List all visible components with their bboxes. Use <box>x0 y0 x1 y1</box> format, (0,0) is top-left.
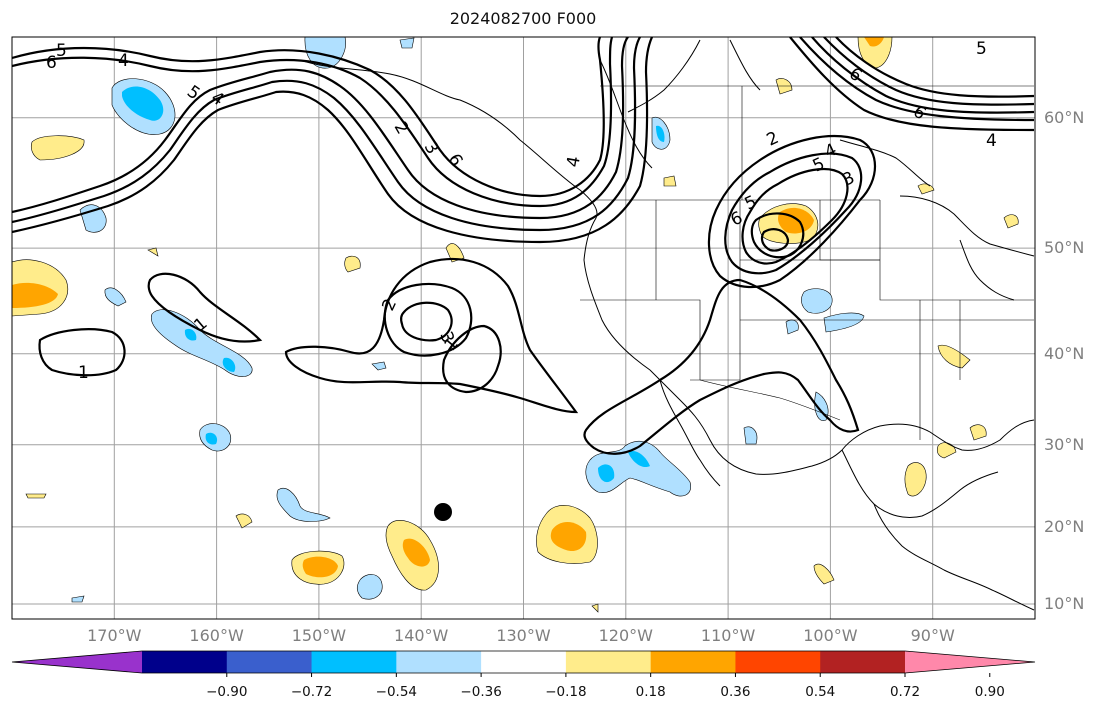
contour-label: 3 <box>840 168 858 191</box>
colorbar-segment <box>396 651 482 673</box>
yellow-area-mex <box>813 563 835 585</box>
political-borders <box>580 85 1034 440</box>
orange-area-south <box>402 538 430 567</box>
blue-area-w2 <box>104 287 127 307</box>
blue-area-plains <box>801 288 833 314</box>
contour-label: 5 <box>810 154 828 177</box>
colorbar-tick-label: −0.72 <box>290 684 333 700</box>
lat-tick-label: 40°N <box>1044 343 1085 363</box>
gridlines <box>12 37 1035 619</box>
contour-label: 6 <box>728 208 746 231</box>
colorbar <box>11 650 1036 677</box>
yellow-area-small-1 <box>344 255 361 273</box>
yellow-area-se2 <box>936 442 957 459</box>
lon-tick-label: 150°W <box>291 626 347 645</box>
map-title: 2024082700 F000 <box>449 9 597 28</box>
lat-tick-label: 10°N <box>1044 593 1085 613</box>
yellow-area-small-2 <box>235 513 253 529</box>
lon-tick-label: 110°W <box>700 626 756 645</box>
contour-label: 4 <box>822 140 840 163</box>
shaded-areas <box>12 37 1019 613</box>
lat-tick-label: 20°N <box>1044 516 1085 536</box>
colorbar-tick-label: 0.72 <box>889 684 921 700</box>
contour-label: 2 <box>764 128 782 151</box>
yellow-area-se3 <box>969 424 987 441</box>
yellow-area-ca <box>445 243 465 263</box>
lon-tick-label: 100°W <box>803 626 858 645</box>
yellow-area-small-9 <box>663 175 677 187</box>
colorbar-segment <box>142 651 228 673</box>
blue-area-alaska-core <box>122 86 164 121</box>
colorbar-segment <box>735 651 821 673</box>
colorbar-segment <box>650 651 736 673</box>
lon-tick-label: 130°W <box>496 626 551 645</box>
lon-tick-label: 140°W <box>394 626 449 645</box>
yellow-area-small-3 <box>1003 214 1019 229</box>
blue-area-plains-3 <box>785 319 799 335</box>
contour-label: 6 <box>46 53 57 73</box>
orange-area-mexsw <box>550 521 587 552</box>
colorbar-segment <box>226 651 313 673</box>
colorbar-extend-max <box>905 651 1035 673</box>
colorbar-tick-label: −0.36 <box>460 684 502 700</box>
yellow-area-small-6 <box>25 493 47 499</box>
colorbar-tick-label: 0.90 <box>974 684 1005 700</box>
yellow-area-small-4 <box>917 183 935 195</box>
contour-label: 2 <box>390 119 413 138</box>
blue-area-tiny-1 <box>71 595 85 603</box>
colorbar-tick-label: 0.36 <box>720 684 751 700</box>
lat-tick-label: 60°N <box>1044 107 1085 127</box>
orange-area-hawaii <box>302 556 338 578</box>
yellow-area-small-8 <box>591 603 599 613</box>
orange-area-west <box>12 282 58 308</box>
colorbar-extend-min <box>12 651 142 673</box>
lon-tick-label: 170°W <box>87 626 142 645</box>
contour-label: 4 <box>986 131 997 151</box>
yellow-area-se <box>937 344 971 369</box>
lat-tick-label: 50°N <box>1044 238 1085 258</box>
contour-label: 1 <box>78 363 89 383</box>
yellow-area-gulfak <box>30 135 85 161</box>
colorbar-segment <box>481 651 567 673</box>
blue-area-gulf-2 <box>399 37 415 49</box>
blue-area-mid-core <box>184 328 236 372</box>
colorbar-segment <box>311 651 397 673</box>
contour-label: 5 <box>56 41 67 61</box>
blue-area-hawaii-n-core <box>205 432 218 445</box>
blue-area-tiny-2 <box>371 361 387 371</box>
blue-area-mex <box>743 426 758 445</box>
blue-area-south <box>356 574 383 600</box>
contour-label: 5 <box>976 39 987 59</box>
colorbar-tick-label: 0.18 <box>635 684 666 700</box>
blue-area-baja-core <box>598 450 650 483</box>
colorbar-tick-label: −0.18 <box>545 684 587 700</box>
orange-area-ne <box>864 37 884 47</box>
lat-tick-label: 30°N <box>1044 434 1085 454</box>
colorbar-segment <box>565 651 652 673</box>
colorbar-segment <box>820 651 906 673</box>
map-frame <box>11 36 1036 620</box>
yellow-area-gulfmex <box>904 462 927 497</box>
lon-tick-label: 120°W <box>598 626 653 645</box>
colorbar-tick-label: −0.54 <box>375 684 418 700</box>
contour-lines <box>12 37 1035 455</box>
contour-label: 5 <box>742 192 760 215</box>
colorbar-tick-label: 0.54 <box>805 684 836 700</box>
contour-label: 5 <box>183 82 203 105</box>
blue-area-baja <box>585 440 691 497</box>
contour-label: 3 <box>420 139 443 158</box>
blue-area-plains-2 <box>823 312 865 333</box>
lon-tick-label: 90°W <box>910 626 955 645</box>
colorbar-outline <box>11 650 1036 674</box>
yellow-area-small-7 <box>147 247 159 257</box>
colorbar-tick-label: −0.90 <box>206 684 248 700</box>
blue-area-hawaii-e <box>276 487 331 522</box>
contour-label: 4 <box>118 51 129 71</box>
blue-area-bc-core <box>656 125 665 142</box>
lon-tick-label: 160°W <box>189 626 244 645</box>
coastlines <box>299 39 1035 611</box>
contour-label: 4 <box>563 155 585 169</box>
location-marker <box>434 503 452 521</box>
